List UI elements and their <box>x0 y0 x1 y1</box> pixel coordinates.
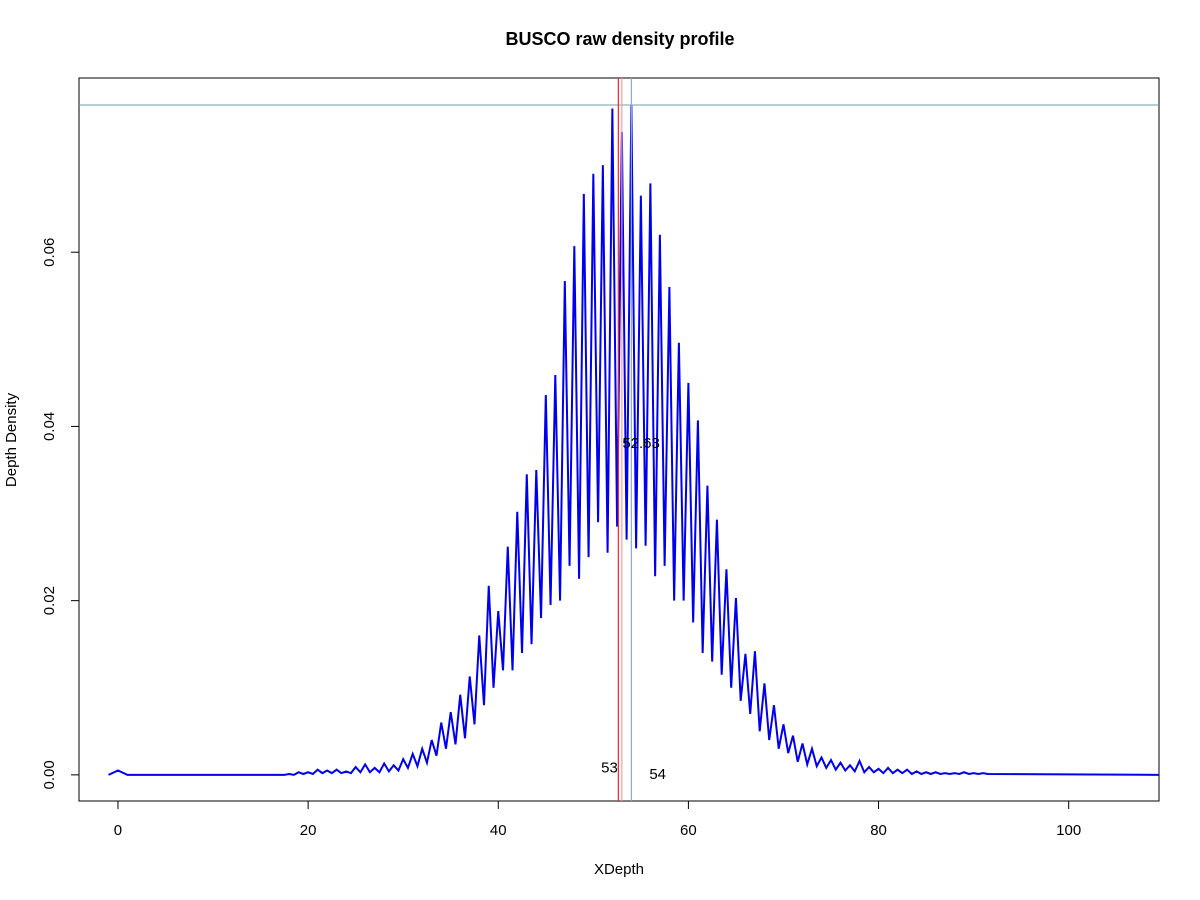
y-tick-label: 0.06 <box>41 238 58 267</box>
plot-frame <box>78 77 1160 802</box>
reference-label: 54 <box>649 766 666 783</box>
x-tick-label: 60 <box>680 822 697 839</box>
y-tick-label: 0.02 <box>41 586 58 615</box>
reference-label: 53 <box>601 760 618 777</box>
reference-label: 52.63 <box>622 435 660 452</box>
y-tick-label: 0.00 <box>41 760 58 789</box>
chart-title: BUSCO raw density profile <box>505 29 734 49</box>
x-tick-label: 100 <box>1056 822 1081 839</box>
x-tick-label: 40 <box>490 822 507 839</box>
x-tick-label: 80 <box>870 822 887 839</box>
plot-area <box>79 78 1159 801</box>
x-tick-label: 0 <box>114 822 122 839</box>
x-axis-label: XDepth <box>594 861 644 878</box>
x-tick-label: 20 <box>300 822 317 839</box>
y-tick-label: 0.04 <box>41 412 58 441</box>
y-axis-label: Depth Density <box>3 392 20 487</box>
